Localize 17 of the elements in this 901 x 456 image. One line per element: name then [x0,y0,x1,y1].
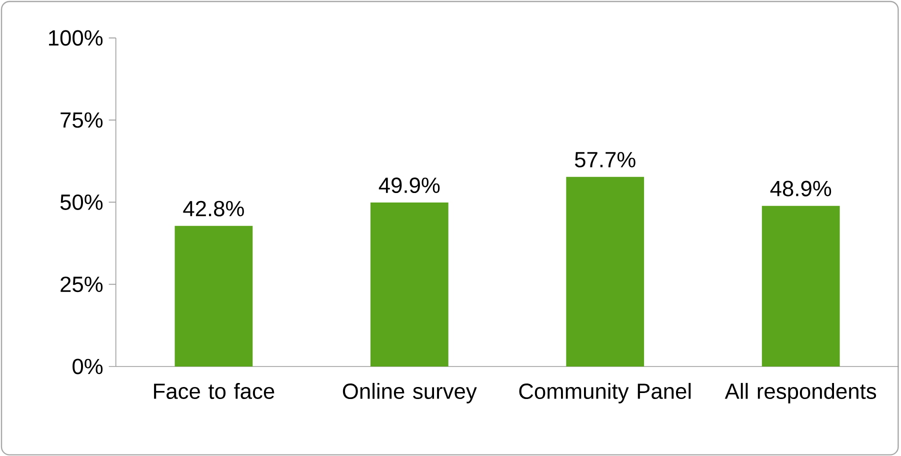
bar [370,202,448,366]
bar [566,176,644,366]
data-label: 42.8% [183,200,244,216]
y-tick-label: 75% [60,112,103,128]
data-label: 49.9% [378,177,440,193]
x-tick-label: All respondents [724,382,876,404]
x-tick-label: Face to face [154,382,274,399]
bar [762,206,840,366]
data-label: 48.9% [770,180,832,196]
y-tick-label: 0% [72,358,103,374]
y-tick-label: 100% [49,30,103,46]
y-tick-label: 50% [60,194,103,210]
y-tick-label: 25% [60,276,103,292]
data-label: 57.7% [574,152,636,168]
x-tick-label: Online survey [342,382,477,404]
bar [174,226,253,366]
x-tick-label: Community Panel [519,382,691,404]
